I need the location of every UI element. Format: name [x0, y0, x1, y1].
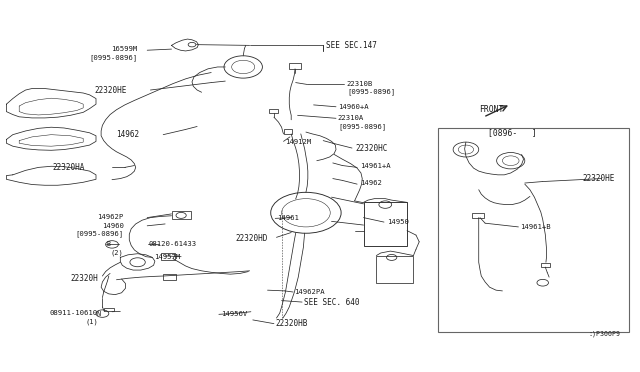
Text: 14957M: 14957M [154, 254, 180, 260]
Bar [284, 129, 292, 134]
Bar [472, 213, 484, 218]
Text: [0995-0896]: [0995-0896] [90, 54, 138, 61]
Text: 22310A: 22310A [338, 115, 364, 121]
Text: 14961: 14961 [277, 215, 299, 221]
Text: N: N [97, 311, 100, 317]
Text: 14960: 14960 [102, 223, 124, 229]
Text: [0995-0896]: [0995-0896] [338, 123, 386, 130]
Text: 22320HA: 22320HA [52, 163, 85, 172]
Text: (2): (2) [111, 249, 124, 256]
Text: 22320HC: 22320HC [355, 144, 388, 153]
Text: 14962P: 14962P [97, 214, 124, 219]
Text: (1): (1) [85, 318, 98, 325]
Text: B: B [106, 241, 110, 247]
Bar [438, 128, 629, 332]
Text: 22310B: 22310B [347, 81, 373, 87]
Text: 14961+A: 14961+A [360, 163, 391, 169]
Text: 22320HB: 22320HB [275, 319, 308, 328]
Text: SEE SEC.147: SEE SEC.147 [326, 41, 377, 50]
Bar [163, 274, 176, 280]
Text: 22320HE: 22320HE [94, 86, 127, 94]
Text: 14950: 14950 [387, 219, 409, 225]
Bar [161, 253, 175, 260]
Text: 14962: 14962 [116, 130, 140, 139]
Bar [104, 308, 114, 311]
Text: SEE SEC. 640: SEE SEC. 640 [304, 298, 360, 307]
Text: FRONT: FRONT [479, 105, 504, 114]
Text: [0995-0896]: [0995-0896] [76, 231, 124, 237]
Text: 14912M: 14912M [285, 139, 311, 145]
Text: 14962: 14962 [360, 180, 382, 186]
Text: 16599M: 16599M [111, 46, 138, 52]
Text: 14956V: 14956V [221, 311, 247, 317]
Text: 22320HE: 22320HE [582, 174, 614, 183]
Text: 22320HD: 22320HD [236, 234, 268, 243]
Text: 08120-61433: 08120-61433 [148, 241, 196, 247]
Bar [269, 109, 278, 113]
Bar [376, 256, 413, 283]
Text: 14962PA: 14962PA [294, 289, 325, 295]
Text: :)P300P9: :)P300P9 [589, 330, 621, 337]
Bar [289, 63, 301, 69]
Text: 08911-10610: 08911-10610 [50, 310, 98, 316]
Bar [541, 263, 550, 267]
Text: [0896-   ]: [0896- ] [488, 128, 536, 137]
Text: 14961+B: 14961+B [520, 224, 550, 230]
Text: 22320H: 22320H [70, 274, 98, 283]
Bar [172, 211, 191, 219]
Bar [364, 202, 407, 246]
Text: 14960+A: 14960+A [338, 104, 369, 110]
Text: [0995-0896]: [0995-0896] [347, 89, 395, 95]
